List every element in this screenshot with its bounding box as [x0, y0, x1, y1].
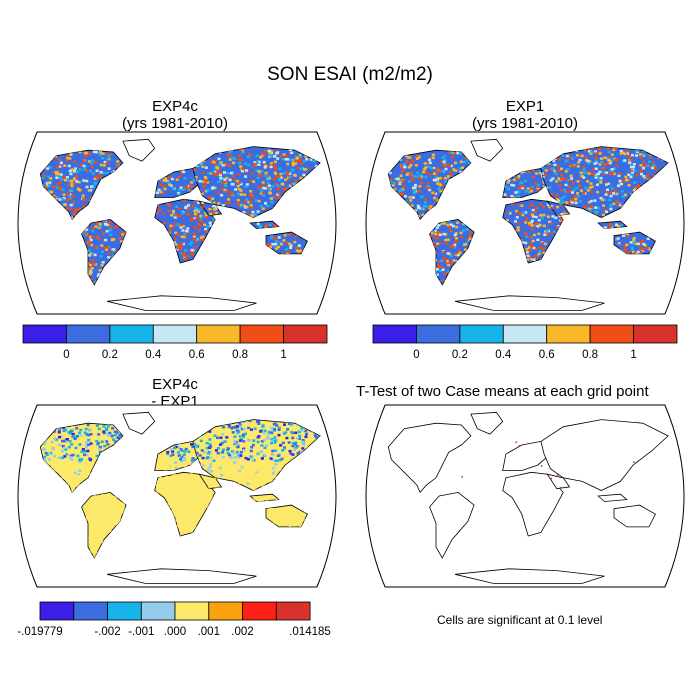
main-title: SON ESAI (m2/m2)	[267, 64, 433, 85]
colorbar-swatch	[174, 601, 210, 621]
colorbar-swatch	[283, 324, 328, 344]
continent-antarctica	[454, 568, 605, 584]
colorbar-label: -.001	[128, 626, 154, 638]
colorbar-swatch	[73, 601, 109, 621]
map-border	[17, 404, 337, 588]
significant-cell	[518, 445, 521, 447]
significant-cell	[461, 476, 463, 478]
map-border	[365, 131, 685, 315]
colorbar-swatch	[415, 324, 461, 344]
colorbar-label: .014185	[289, 626, 331, 638]
colorbar-swatch	[372, 324, 417, 344]
colorbar-label: 1	[630, 349, 636, 361]
significant-cell	[556, 474, 559, 476]
colorbar-swatch	[546, 324, 591, 344]
continent-antarctica	[454, 295, 605, 311]
colorbar-label: -.019779	[17, 626, 62, 638]
colorbar-label: 0.8	[582, 349, 598, 361]
continent-asia	[540, 419, 669, 491]
colorbar-label: 0.6	[539, 349, 555, 361]
significant-cell	[540, 465, 543, 467]
continent-north-america	[387, 422, 472, 494]
panel-title-line1: EXP4c	[152, 376, 198, 393]
panel-title-exp4c: EXP4c (yrs 1981-2010)	[75, 98, 275, 132]
continent-africa	[502, 198, 564, 264]
diff-map	[17, 404, 337, 588]
colorbar-swatch	[589, 324, 634, 344]
ttest-map	[365, 404, 685, 588]
continent-antarctica	[106, 568, 257, 584]
colorbar-diff: -.019779 -.002 -.001 .000 .001 .002 .014185	[17, 601, 331, 638]
colorbar-swatch	[208, 601, 244, 621]
continent-greenland	[122, 411, 156, 435]
colorbar-swatch	[502, 324, 548, 344]
panel-title-line2: (yrs 1981-2010)	[122, 115, 228, 132]
continent-greenland	[470, 411, 504, 435]
colorbar-swatch	[459, 324, 504, 344]
continent-south-america	[429, 491, 475, 559]
exp4c-map	[17, 131, 337, 315]
colorbar-label: .000	[164, 626, 186, 638]
exp1-map	[365, 131, 685, 315]
map-border	[17, 131, 337, 315]
colorbar-swatch	[140, 601, 176, 621]
continent-africa	[502, 471, 564, 537]
significant-cell	[515, 441, 518, 443]
colorbar-label: 0.4	[495, 349, 512, 361]
colorbar-swatch	[39, 601, 75, 621]
panel-title-line1: EXP1	[505, 98, 545, 115]
colorbar-label: 1	[280, 349, 286, 361]
continent-antarctica	[106, 295, 257, 311]
colorbar-label: 0.2	[452, 349, 468, 361]
panel-title-line2: (yrs 1981-2010)	[472, 115, 578, 132]
continent-south-america	[81, 491, 127, 559]
map-border	[365, 404, 685, 588]
significant-cell	[560, 486, 562, 489]
colorbar-label: 0.6	[189, 349, 205, 361]
colorbar-label: .002	[231, 626, 253, 638]
colorbar-label: 0	[63, 349, 69, 361]
panel-title-exp1: EXP1 (yrs 1981-2010)	[425, 98, 625, 132]
colorbar-swatch	[275, 601, 311, 621]
colorbar-swatch	[242, 601, 277, 621]
colorbar-label: .001	[198, 626, 220, 638]
colorbar-exp1: 0 0.2 0.4 0.6 0.8 1	[372, 324, 678, 361]
colorbar-swatch	[633, 324, 678, 344]
panel-title-line1: EXP4c	[152, 98, 198, 115]
significant-cell	[550, 477, 552, 480]
colorbar-swatch	[107, 601, 142, 621]
panel-title-ttest: T-Test of two Case means at each grid po…	[356, 383, 649, 400]
continent-indonesia	[597, 493, 628, 502]
continent-arabia	[546, 473, 571, 490]
colorbar-label: 0.8	[232, 349, 248, 361]
significance-note: Cells are significant at 0.1 level	[437, 613, 603, 627]
colorbar-swatch	[239, 324, 284, 344]
colorbar-swatch	[109, 324, 154, 344]
colorbar-swatch	[196, 324, 241, 344]
colorbar-label: -.002	[94, 626, 120, 638]
colorbar-exp4c: 0 0.2 0.4 0.6 0.8 1	[22, 324, 328, 361]
continent-greenland	[470, 138, 504, 162]
continent-australia	[613, 504, 656, 528]
land-shading-australia	[266, 232, 308, 254]
colorbar-label: 0.2	[102, 349, 118, 361]
significant-cell	[633, 461, 635, 463]
continent-greenland	[122, 138, 156, 162]
colorbar-swatch	[152, 324, 198, 344]
colorbar-label: 0	[413, 349, 419, 361]
colorbar-label: 0.4	[145, 349, 162, 361]
colorbar-swatch	[22, 324, 67, 344]
colorbar-swatch	[66, 324, 111, 344]
